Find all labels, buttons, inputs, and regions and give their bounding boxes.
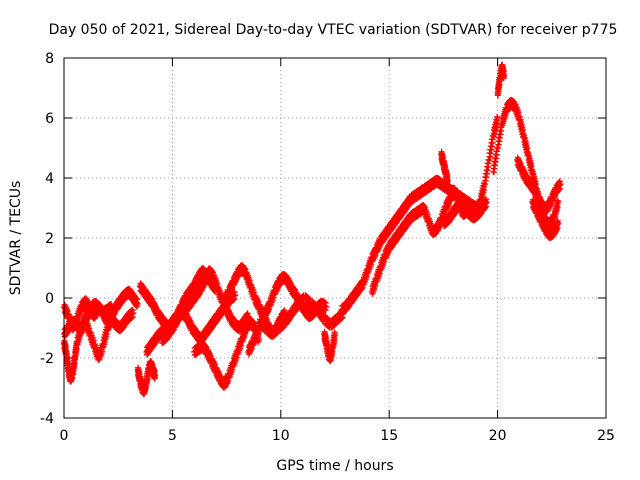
data-point <box>226 309 233 316</box>
data-point <box>244 310 251 317</box>
data-point <box>212 288 219 295</box>
data-point <box>187 318 194 325</box>
data-point <box>496 138 503 145</box>
data-point <box>250 319 257 326</box>
data-point <box>64 308 71 315</box>
x-tick-label: 20 <box>489 428 507 444</box>
data-point <box>152 303 159 310</box>
x-tick-label: 0 <box>60 428 69 444</box>
data-point <box>483 174 490 181</box>
data-point <box>207 351 214 358</box>
data-point <box>181 301 188 308</box>
data-point <box>71 360 78 367</box>
data-point <box>108 300 115 307</box>
y-tick-label: 2 <box>45 231 54 247</box>
data-point <box>231 296 238 303</box>
data-point <box>64 306 71 313</box>
data-point <box>211 280 218 287</box>
data-point <box>129 314 136 321</box>
data-point <box>238 342 245 349</box>
data-point <box>491 165 498 172</box>
data-point <box>108 308 115 315</box>
data-point <box>103 331 110 338</box>
data-points <box>61 61 564 398</box>
data-point <box>224 295 231 302</box>
y-tick-label: -4 <box>40 411 54 427</box>
data-point <box>130 310 137 316</box>
data-point <box>487 150 494 157</box>
data-point <box>212 281 219 288</box>
y-tick-label: 6 <box>45 111 54 127</box>
data-point <box>134 303 141 310</box>
data-point <box>492 162 499 169</box>
data-point <box>209 268 216 275</box>
data-point <box>99 348 106 355</box>
axis-ticks: 0 5 10 15 20 25 -4 -2 0 2 4 6 8 <box>40 51 615 444</box>
data-point <box>233 354 240 361</box>
data-point <box>224 379 231 386</box>
chart-title: Day 050 of 2021, Sidereal Day-to-day VTE… <box>49 22 618 38</box>
y-tick-label: -2 <box>40 351 54 367</box>
x-tick-label: 25 <box>597 428 615 444</box>
grid-lines <box>64 58 606 418</box>
data-point <box>194 280 201 287</box>
data-point <box>90 337 97 344</box>
data-point <box>133 295 140 302</box>
data-point <box>212 286 219 292</box>
x-tick-label: 5 <box>168 428 177 444</box>
data-point <box>232 292 239 298</box>
y-tick-label: 8 <box>45 51 54 67</box>
y-tick-label: 4 <box>45 171 54 187</box>
data-point <box>111 310 118 317</box>
data-point <box>108 304 115 310</box>
x-tick-label: 10 <box>272 428 290 444</box>
data-point <box>490 169 497 176</box>
data-point <box>85 313 92 320</box>
data-point <box>134 296 141 303</box>
data-point <box>129 306 136 313</box>
data-point <box>225 377 232 384</box>
x-tick-label: 15 <box>380 428 398 444</box>
y-tick-label: 0 <box>45 291 54 307</box>
data-point <box>229 366 236 373</box>
data-point <box>86 325 93 332</box>
data-point <box>200 283 207 290</box>
data-point <box>73 345 80 352</box>
data-point <box>211 360 218 367</box>
data-point <box>65 360 72 367</box>
data-point <box>152 373 159 379</box>
data-point <box>215 369 222 376</box>
data-point <box>134 301 141 307</box>
